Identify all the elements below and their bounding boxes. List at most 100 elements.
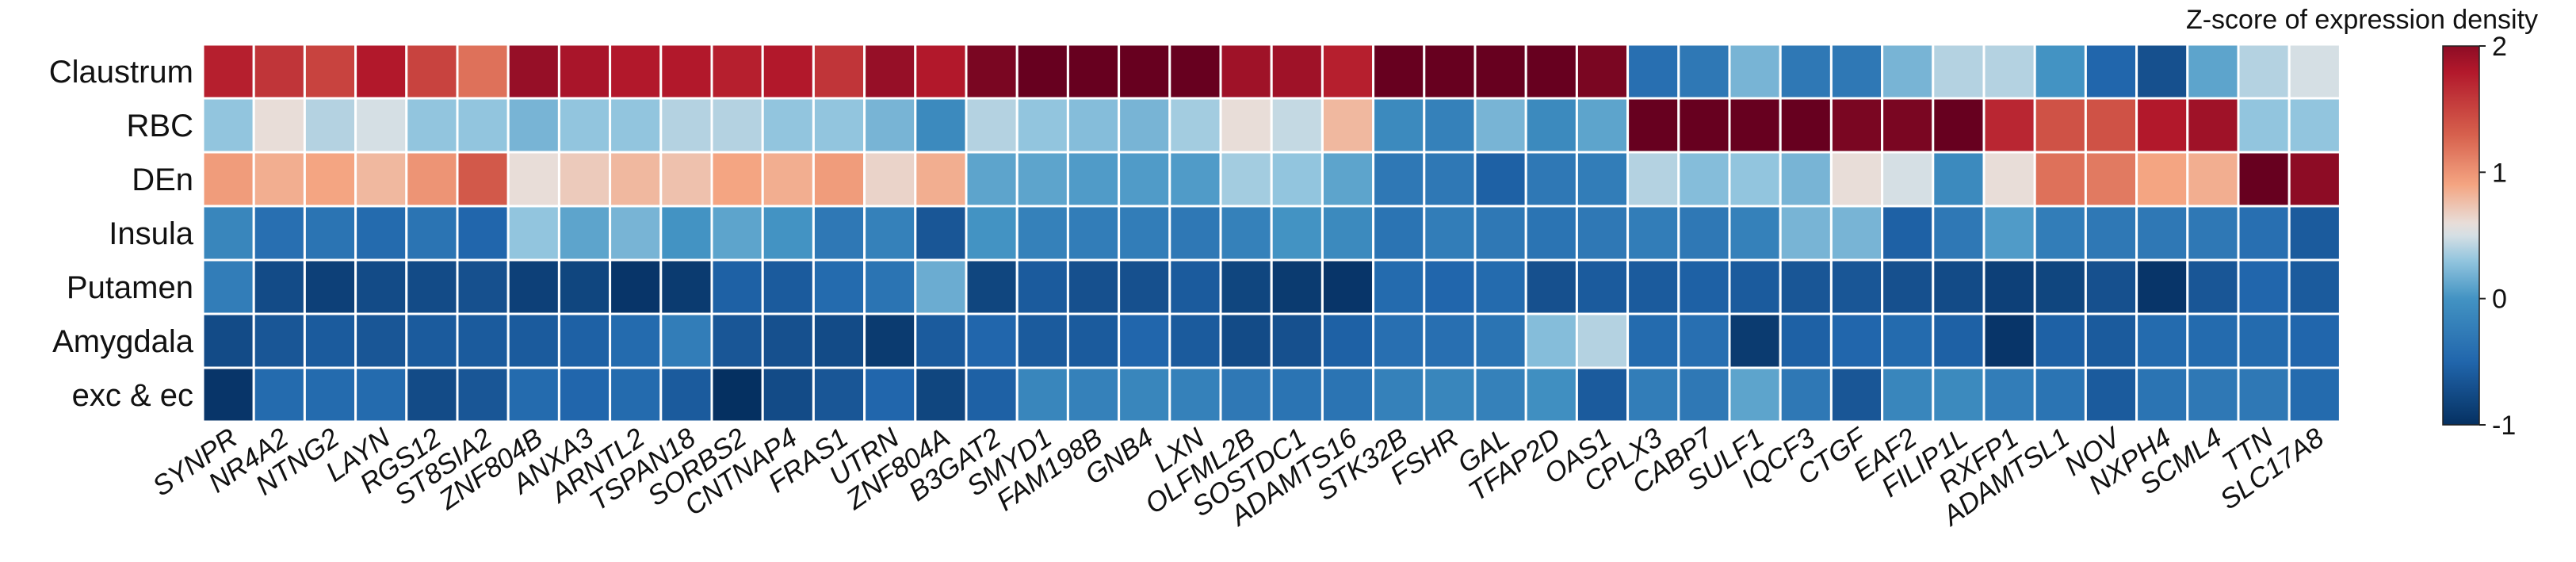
heatmap-cell — [2033, 97, 2087, 154]
heatmap-cell — [1219, 312, 1273, 369]
heatmap-cell — [965, 312, 1019, 369]
heatmap-cell — [965, 151, 1019, 208]
heatmap-cell — [609, 258, 663, 315]
heatmap-cell — [1677, 312, 1731, 369]
heatmap-cell — [1524, 366, 1578, 423]
heatmap-cell — [1524, 151, 1578, 208]
heatmap-cell — [1270, 366, 1324, 423]
heatmap-cell — [812, 43, 866, 100]
heatmap-cell — [1677, 205, 1731, 262]
heatmap-cell — [812, 151, 866, 208]
heatmap-cell — [2084, 312, 2138, 369]
heatmap-cell — [1066, 312, 1121, 369]
heatmap-cell — [1982, 366, 2036, 423]
heatmap-cell — [1118, 43, 1171, 100]
heatmap-cell — [1168, 366, 1222, 423]
heatmap-cell — [2186, 366, 2240, 423]
heatmap-cell — [2033, 151, 2087, 208]
heatmap-cell — [812, 205, 866, 262]
heatmap-cell — [2135, 258, 2189, 315]
heatmap-cell — [2135, 97, 2189, 154]
heatmap-cell — [914, 205, 968, 262]
row-labels: Claustrum RBC DEn Insula Putamen Amygdala exc … — [49, 55, 194, 413]
heatmap-cell — [2287, 43, 2341, 100]
heatmap-cell — [2033, 312, 2087, 369]
heatmap-cell — [1779, 205, 1833, 262]
heatmap-cell — [2287, 97, 2341, 154]
heatmap-cell — [1575, 205, 1630, 262]
heatmap-cell — [965, 43, 1019, 100]
colorbar-tick-label: 0 — [2492, 285, 2507, 315]
heatmap-cell — [252, 258, 306, 315]
heatmap-cell — [761, 97, 815, 154]
heatmap-cell — [761, 151, 815, 208]
heatmap-cell — [456, 97, 510, 154]
heatmap-cell — [812, 97, 866, 154]
heatmap-cell — [1932, 151, 1986, 208]
heatmap-cell — [354, 258, 408, 315]
heatmap-cell — [1829, 97, 1884, 154]
heatmap-cell — [1626, 43, 1680, 100]
heatmap-cell — [812, 366, 866, 423]
heatmap-cell — [1423, 43, 1477, 100]
heatmap-cell — [761, 366, 815, 423]
heatmap-cell — [1881, 312, 1935, 369]
heatmap-cell — [1118, 312, 1171, 369]
heatmap-cell — [1270, 97, 1324, 154]
heatmap-cell — [1118, 151, 1171, 208]
heatmap-cell — [1982, 151, 2036, 208]
heatmap-cell — [354, 205, 408, 262]
colorbar-gradient — [2442, 45, 2480, 426]
heatmap-cell — [2186, 205, 2240, 262]
heatmap-cell — [557, 151, 612, 208]
heatmap-cell — [1270, 43, 1324, 100]
heatmap-cell — [456, 312, 510, 369]
heatmap-cell — [2084, 205, 2138, 262]
heatmap-cell — [252, 312, 306, 369]
heatmap-cells — [201, 43, 2341, 423]
heatmap-cell — [1728, 205, 1782, 262]
heatmap-cell — [1219, 97, 1273, 154]
heatmap-cell — [2186, 43, 2240, 100]
heatmap-cell — [1015, 366, 1069, 423]
heatmap-cell — [1932, 312, 1986, 369]
column-labels: SYNPRNR4A2NTNG2LAYNRGS12ST8SIA2ZNF804BAN… — [147, 421, 2330, 533]
heatmap-cell — [1423, 97, 1477, 154]
heatmap-cell — [2287, 205, 2341, 262]
heatmap-cell — [659, 97, 713, 154]
heatmap-cell — [252, 97, 306, 154]
heatmap-cell — [1677, 43, 1731, 100]
colorbar-tick-label: 2 — [2492, 32, 2507, 62]
heatmap-cell — [2237, 366, 2291, 423]
heatmap-cell — [1881, 43, 1935, 100]
heatmap-cell — [863, 97, 917, 154]
heatmap-cell — [863, 205, 917, 262]
heatmap-cell — [1320, 258, 1375, 315]
heatmap-cell — [659, 366, 713, 423]
heatmap-cell — [1728, 43, 1782, 100]
heatmap-cell — [1626, 151, 1680, 208]
heatmap-cell — [557, 258, 612, 315]
heatmap-cell — [557, 312, 612, 369]
heatmap-cell — [2033, 366, 2087, 423]
heatmap-cell — [1779, 312, 1833, 369]
row-label: Claustrum — [49, 55, 193, 90]
heatmap-cell — [1372, 205, 1426, 262]
heatmap-cell — [2237, 258, 2291, 315]
heatmap-cell — [761, 312, 815, 369]
heatmap-cell — [303, 312, 357, 369]
heatmap-cell — [1168, 97, 1222, 154]
row-label: Amygdala — [52, 324, 194, 359]
heatmap-cell — [1066, 205, 1121, 262]
heatmap-cell — [506, 366, 560, 423]
heatmap-cell — [557, 97, 612, 154]
heatmap-cell — [1728, 97, 1782, 154]
heatmap-cell — [1219, 151, 1273, 208]
heatmap-cell — [354, 312, 408, 369]
heatmap-cell — [506, 205, 560, 262]
heatmap-cell — [1524, 205, 1578, 262]
heatmap-cell — [2237, 43, 2291, 100]
heatmap-cell — [1728, 258, 1782, 315]
heatmap-cell — [1423, 151, 1477, 208]
heatmap-cell — [456, 43, 510, 100]
